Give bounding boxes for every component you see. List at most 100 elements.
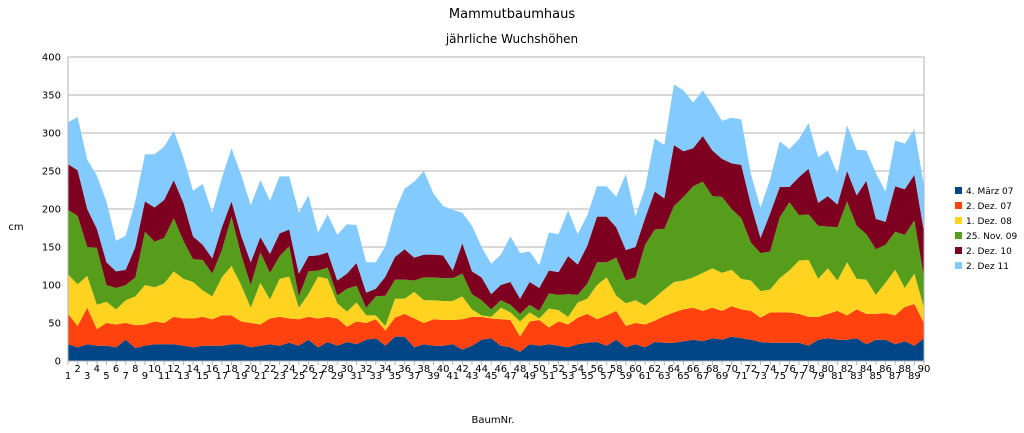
x-tick-label: 90 [918,364,931,375]
legend-swatch [955,187,962,194]
x-tick-label: 81 [831,371,844,382]
legend-swatch [955,247,962,254]
area-series-group [68,84,924,361]
legend-swatch [955,232,962,239]
area-series-2 [68,304,924,352]
x-tick-label: 70 [725,364,738,375]
x-tick-label: 76 [783,364,796,375]
x-tick-label: 43 [466,371,479,382]
y-tick-labels: 0 50 100 150 200 250 300 350 400 [42,53,61,368]
legend-label: 25. Nov. 09 [966,232,1017,242]
y-axis-label: cm [8,222,23,233]
x-tick-label: 20 [244,364,257,375]
x-tick-label: 86 [879,364,892,375]
x-tick-label: 30 [341,364,354,375]
x-tick-label: 52 [552,364,565,375]
x-tick-label: 26 [302,364,315,375]
x-tick-label: 35 [389,371,402,382]
x-tick-label: 55 [581,371,594,382]
area-series-1 [68,336,924,361]
x-tick-label: 7 [123,371,129,382]
x-tick-label: 14 [187,364,200,375]
x-tick-label: 74 [764,364,777,375]
legend-label: 1. Dez. 08 [966,217,1012,227]
x-tick-label: 56 [591,364,604,375]
x-tick-label: 88 [898,364,911,375]
x-tick-label: 4 [94,364,100,375]
x-tick-label: 12 [167,364,180,375]
x-tick-label: 23 [273,371,286,382]
x-tick-label: 82 [841,364,854,375]
legend-swatch [955,202,962,209]
x-tick-label: 40 [437,364,450,375]
x-tick-label: 25 [292,371,305,382]
chart-subtitle: jährliche Wuchshöhen [445,32,578,46]
y-tick-label: 400 [42,53,61,64]
x-tick-label: 49 [523,371,536,382]
x-tick-label: 21 [254,371,267,382]
x-tick-label: 83 [850,371,863,382]
x-tick-label: 11 [158,371,171,382]
x-tick-label: 84 [860,364,873,375]
legend: 4. März 07 2. Dez. 07 1. Dez. 08 25. Nov. 0… [955,187,1017,272]
x-tick-label: 27 [312,371,325,382]
x-tick-label: 78 [802,364,815,375]
x-tick-label: 13 [177,371,190,382]
y-tick-label: 50 [48,319,61,330]
x-tick-label: 17 [216,371,229,382]
x-tick-label: 9 [142,371,148,382]
legend-swatch [955,217,962,224]
x-tick-label: 2 [74,364,80,375]
area-series-4 [68,181,924,327]
x-tick-label: 60 [629,364,642,375]
x-tick-label: 45 [485,371,498,382]
x-tick-label: 72 [745,364,758,375]
y-tick-label: 250 [42,167,61,178]
x-tick-label: 6 [113,364,119,375]
x-tick-label: 66 [687,364,700,375]
x-tick-label: 50 [533,364,546,375]
x-tick-label: 32 [360,364,373,375]
x-tick-label: 54 [571,364,584,375]
x-tick-label: 47 [504,371,517,382]
x-tick-label: 67 [696,371,709,382]
x-tick-label: 89 [908,371,921,382]
x-tick-label: 64 [668,364,681,375]
area-series-3 [68,259,924,337]
y-tick-label: 200 [42,205,61,216]
chart-title: Mammutbaumhaus [449,7,575,22]
legend-label: 4. März 07 [966,187,1013,197]
x-tick-label: 34 [379,364,392,375]
x-tick-label: 10 [148,364,161,375]
x-tick-label: 19 [235,371,248,382]
legend-label: 2. Dez 11 [966,262,1009,272]
y-tick-label: 300 [42,129,61,140]
x-tick-label: 22 [264,364,277,375]
x-tick-label: 8 [132,364,138,375]
axes [67,56,925,365]
x-tick-label: 77 [793,371,806,382]
y-tick-label: 100 [42,281,61,292]
x-tick-label: 18 [225,364,238,375]
x-tick-label: 79 [812,371,825,382]
x-tick-label: 53 [562,371,575,382]
area-series-5 [68,136,924,314]
x-tick-label: 15 [196,371,209,382]
x-tick-label: 87 [889,371,902,382]
x-axis-label: BaumNr. [472,415,515,426]
x-tick-label: 63 [658,371,671,382]
legend-label: 2. Dez. 07 [966,202,1012,212]
x-tick-label: 48 [514,364,527,375]
x-tick-label: 51 [543,371,556,382]
x-tick-labels: 1234567891011121314151617181920212223242… [65,364,931,382]
x-tick-label: 3 [84,371,90,382]
x-tick-label: 36 [398,364,411,375]
x-tick-label: 75 [773,371,786,382]
x-tick-label: 33 [369,371,382,382]
x-tick-label: 71 [735,371,748,382]
x-tick-label: 73 [754,371,767,382]
x-tick-label: 42 [456,364,469,375]
x-tick-label: 44 [475,364,488,375]
x-tick-label: 38 [417,364,430,375]
